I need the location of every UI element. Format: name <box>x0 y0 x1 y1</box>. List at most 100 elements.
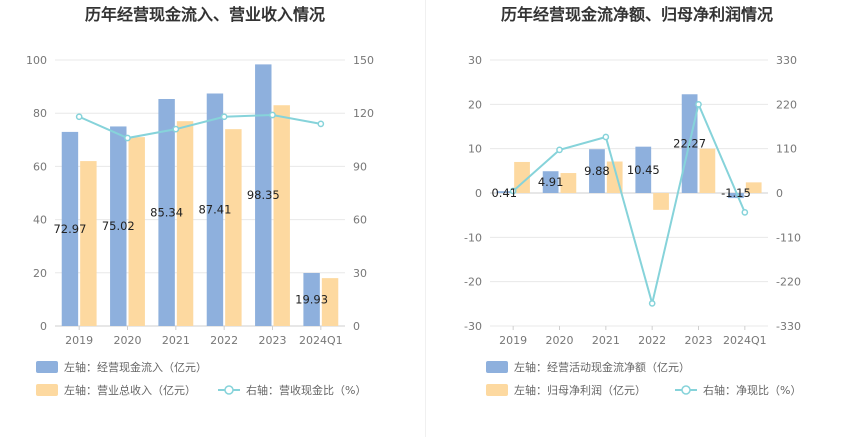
chart-cash-inflow-svg: 历年经营现金流入、营业收入情况 0 0 20 30 40 60 60 90 80 120 100 150… <box>26 5 374 397</box>
data-label: 19.93 <box>295 292 328 306</box>
ratio-point <box>509 187 517 195</box>
legend-label: 左轴：营业总收入（亿元） <box>64 383 196 397</box>
chart-panel-cash-inflow: 历年经营现金流入、营业收入情况 0 0 20 30 40 60 60 90 80 120 100 150… <box>26 5 374 397</box>
left-axis-tick-label: -20 <box>464 276 482 289</box>
left-axis-tick-label: -30 <box>464 320 482 333</box>
legend-label: 左轴：经营活动现金流净额（亿元） <box>514 360 690 374</box>
panel-divider <box>425 0 426 437</box>
data-label: 0.41 <box>491 186 517 200</box>
chart-title: 历年经营现金流入、营业收入情况 <box>85 5 325 24</box>
category-label: 2023 <box>685 334 713 347</box>
bar-net-profit <box>514 161 530 193</box>
category-label: 2021 <box>162 334 190 347</box>
ratio-point <box>269 111 276 119</box>
ratio-line <box>78 113 322 140</box>
chart-title: 历年经营现金流净额、归母净利润情况 <box>501 5 773 24</box>
ratio-point <box>695 100 702 108</box>
category-label: 2019 <box>499 334 527 347</box>
data-label: 9.88 <box>584 164 610 178</box>
left-axis-tick-label: 20 <box>468 98 482 111</box>
bar-cash-inflow <box>255 64 272 326</box>
bar-net-profit <box>653 193 669 210</box>
bar-cash-inflow <box>158 98 175 326</box>
bar-revenue <box>176 121 194 327</box>
ratio-point <box>741 208 749 216</box>
bar-cash-inflow <box>61 131 79 326</box>
bar-net-cash-flow <box>496 191 513 193</box>
right-axis-tick-label: 220 <box>776 98 797 111</box>
category-label: 2020 <box>546 334 574 347</box>
ratio-point <box>75 113 83 121</box>
category-label: 2019 <box>65 334 93 347</box>
legend-swatch-orange <box>486 384 508 396</box>
bar-net-cash-flow <box>542 171 559 193</box>
legend-label: 左轴：经营现金流入（亿元） <box>64 360 207 374</box>
left-axis-tick-label: 40 <box>33 214 47 227</box>
data-label: 85.34 <box>150 205 183 219</box>
right-axis-tick-label: 0 <box>776 187 783 200</box>
left-axis-tick-label: 30 <box>468 54 482 67</box>
legend-swatch-blue <box>486 361 508 373</box>
bar-cash-inflow <box>206 93 224 326</box>
legend-label: 右轴：净现比（%） <box>703 383 801 397</box>
data-label: 72.97 <box>53 222 86 236</box>
bar-revenue <box>80 161 97 326</box>
ratio-point <box>556 146 563 154</box>
bar-cash-inflow <box>303 272 320 326</box>
left-axis-tick-label: 10 <box>468 143 482 156</box>
category-label: 2022 <box>638 334 666 347</box>
bar-net-cash-flow <box>635 146 652 193</box>
legend-swatch-marker <box>681 385 691 395</box>
category-label: 2024Q1 <box>723 334 767 347</box>
data-label: 22.27 <box>673 137 706 151</box>
ratio-point <box>317 120 325 128</box>
ratio-point <box>172 125 180 133</box>
bar-net-cash-flow <box>728 193 744 199</box>
right-axis-tick-label: 0 <box>353 320 360 333</box>
data-label: 87.41 <box>198 203 231 217</box>
ratio-point <box>220 113 228 121</box>
ratio-point <box>648 300 656 307</box>
right-axis-tick-label: -110 <box>776 231 801 244</box>
legend-swatch-blue <box>36 361 58 373</box>
right-axis-tick-label: 110 <box>776 143 797 156</box>
right-axis-tick-label: 30 <box>353 267 367 280</box>
ratio-line <box>512 101 746 304</box>
category-label: 2023 <box>259 334 287 347</box>
right-axis-tick-label: 120 <box>353 107 374 120</box>
left-axis-tick-label: 0 <box>40 320 47 333</box>
bar-revenue <box>321 278 339 326</box>
data-label: -1.15 <box>721 186 751 200</box>
category-label: 2024Q1 <box>299 334 343 347</box>
ratio-point <box>124 134 131 142</box>
data-label: 4.91 <box>538 175 564 189</box>
bar-revenue <box>273 105 290 326</box>
right-axis-tick-label: 90 <box>353 160 367 173</box>
bar-revenue <box>225 129 242 326</box>
bar-net-profit <box>745 182 762 193</box>
left-axis-tick-label: 100 <box>26 54 47 67</box>
left-axis-tick-label: 0 <box>475 187 482 200</box>
data-label: 75.02 <box>102 219 135 233</box>
bar-net-profit <box>560 173 577 193</box>
left-axis-tick-label: 60 <box>33 160 47 173</box>
legend-swatch-marker <box>224 385 234 395</box>
bar-net-cash-flow <box>589 149 605 193</box>
left-axis-tick-label: 20 <box>33 267 47 280</box>
bar-revenue <box>128 137 145 326</box>
data-label: 98.35 <box>247 188 280 202</box>
right-axis-tick-label: -220 <box>776 276 801 289</box>
legend-label: 左轴：归母净利润（亿元） <box>514 383 646 397</box>
right-axis-tick-label: -330 <box>776 320 801 333</box>
category-label: 2021 <box>592 334 620 347</box>
legend-swatch-orange <box>36 384 58 396</box>
left-axis-tick-label: -10 <box>464 231 482 244</box>
right-axis-tick-label: 60 <box>353 214 367 227</box>
left-axis-tick-label: 80 <box>33 107 47 120</box>
data-label: 10.45 <box>627 163 660 177</box>
category-label: 2022 <box>210 334 238 347</box>
category-label: 2020 <box>114 334 142 347</box>
bar-net-profit <box>699 148 716 193</box>
